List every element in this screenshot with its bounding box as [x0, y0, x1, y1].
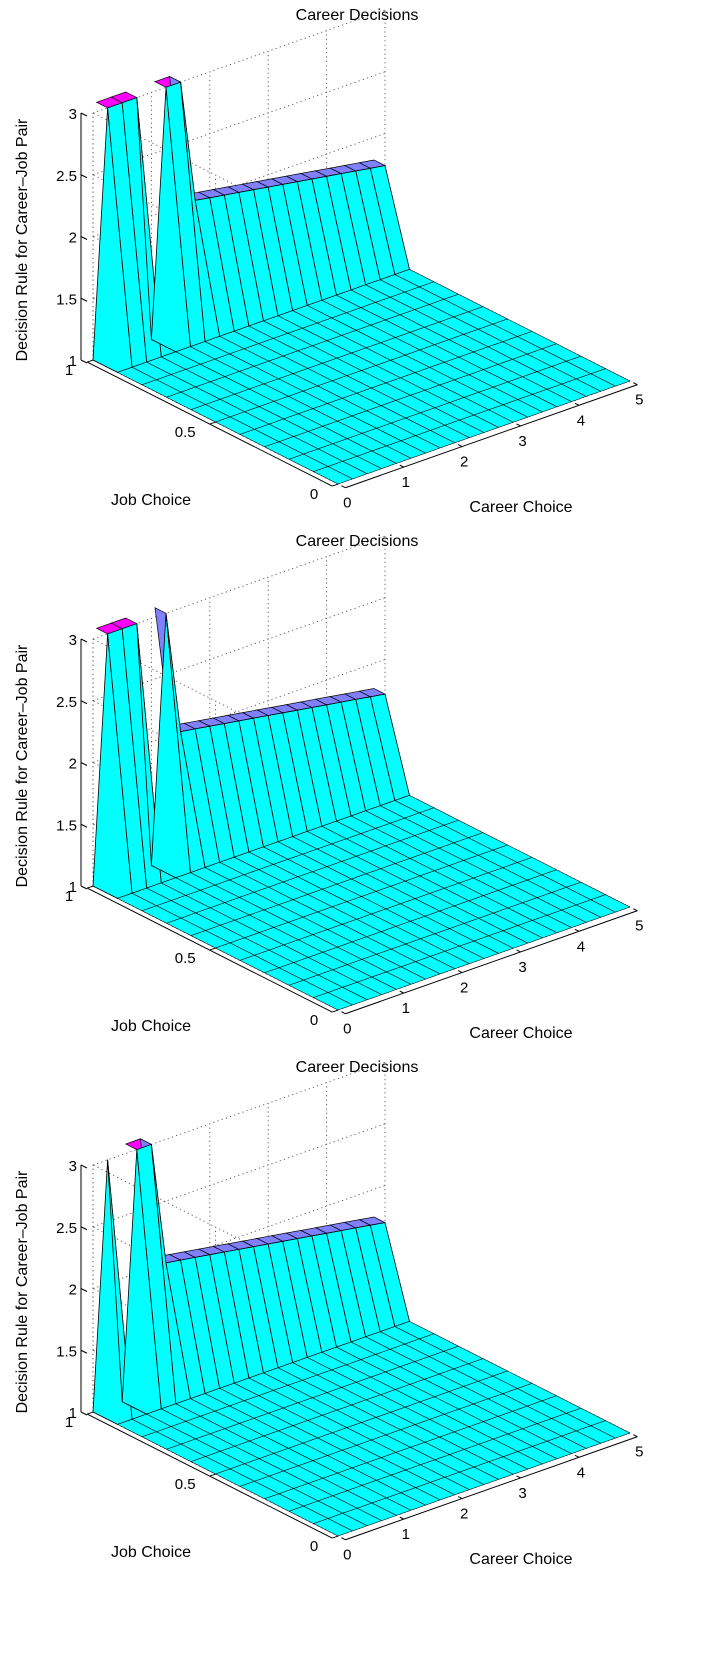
x-tick-label: 5 [635, 1444, 643, 1461]
z-tick-label: 2 [69, 1282, 77, 1299]
surface-face [590, 368, 631, 387]
z-axis-label: Decision Rule for Career–Job Pair [14, 118, 31, 361]
x-axis-label: Career Choice [469, 499, 572, 516]
y-tick-label: 1 [65, 362, 73, 379]
y-tick-label: 1 [65, 888, 73, 905]
chart-panel-2: 0 1 2 3 4 5 0 0.5 1 1 1.5 2 2.5 3 Career Decisions Care… [0, 526, 713, 1071]
chart-title: Career Decisions [296, 533, 419, 550]
x-tick-label: 5 [635, 918, 643, 935]
z-tick-label: 1 [69, 353, 77, 370]
z-tick-label: 3 [69, 1158, 77, 1175]
z-tick-label: 1 [69, 879, 77, 896]
x-axis-line [345, 1436, 638, 1541]
z-tick-label: 2 [69, 230, 77, 247]
chart-panel-1: 0 1 2 3 4 5 0 0.5 1 1 1.5 2 2.5 3 Career Decisions Care… [0, 0, 713, 545]
y-tick-label: 0 [310, 486, 318, 503]
y-tick-label: 0.5 [175, 950, 196, 967]
z-tick-label: 3 [69, 106, 77, 123]
surface-face [590, 1420, 631, 1439]
z-tick-label: 3 [69, 632, 77, 649]
y-tick-label: 0.5 [175, 424, 196, 441]
chart-panel-3: 0 1 2 3 4 5 0 0.5 1 1 1.5 2 2.5 3 Career Decisions Care… [0, 1052, 713, 1597]
x-tick-label: 5 [635, 392, 643, 409]
x-tick-label: 4 [577, 1464, 585, 1481]
x-tick-label: 0 [343, 1021, 351, 1038]
z-tick-label: 2.5 [56, 168, 77, 185]
x-tick-label: 2 [460, 1506, 468, 1523]
x-tick-label: 2 [460, 980, 468, 997]
y-tick-label: 0.5 [175, 1476, 196, 1493]
z-tick-label: 1 [69, 1405, 77, 1422]
x-tick-label: 0 [343, 1547, 351, 1564]
x-axis-label: Career Choice [469, 1025, 572, 1042]
chart-title: Career Decisions [296, 7, 419, 24]
y-axis-label: Job Choice [111, 492, 191, 509]
x-axis-label: Career Choice [469, 1551, 572, 1568]
y-axis-label: Job Choice [111, 1018, 191, 1035]
x-tick-label: 3 [518, 433, 526, 450]
x-tick-label: 3 [518, 1485, 526, 1502]
y-tick-label: 0 [310, 1012, 318, 1029]
z-tick-label: 2.5 [56, 1220, 77, 1237]
x-axis-line [345, 910, 638, 1015]
surface-face [590, 894, 631, 913]
x-tick-label: 4 [577, 938, 585, 955]
z-tick-label: 1.5 [56, 1343, 77, 1360]
surface [92, 607, 631, 1011]
y-axis-label: Job Choice [111, 1544, 191, 1561]
x-tick-label: 1 [402, 1000, 410, 1017]
chart-title: Career Decisions [296, 1059, 419, 1076]
z-tick-label: 2.5 [56, 694, 77, 711]
y-tick-label: 1 [65, 1414, 73, 1431]
x-tick-label: 4 [577, 412, 585, 429]
x-tick-label: 3 [518, 959, 526, 976]
surface [92, 1138, 631, 1537]
x-tick-label: 1 [402, 1526, 410, 1543]
z-tick-label: 1.5 [56, 291, 77, 308]
z-axis-label: Decision Rule for Career–Job Pair [14, 1170, 31, 1413]
z-tick-label: 1.5 [56, 817, 77, 834]
y-tick-label: 0 [310, 1538, 318, 1555]
y-axis-line [86, 1413, 333, 1539]
surface [92, 75, 631, 485]
z-axis-label: Decision Rule for Career–Job Pair [14, 644, 31, 887]
z-tick-label: 2 [69, 756, 77, 773]
x-axis-line [345, 384, 638, 489]
x-tick-label: 2 [460, 454, 468, 471]
x-tick-label: 1 [402, 474, 410, 491]
x-tick-label: 0 [343, 495, 351, 512]
